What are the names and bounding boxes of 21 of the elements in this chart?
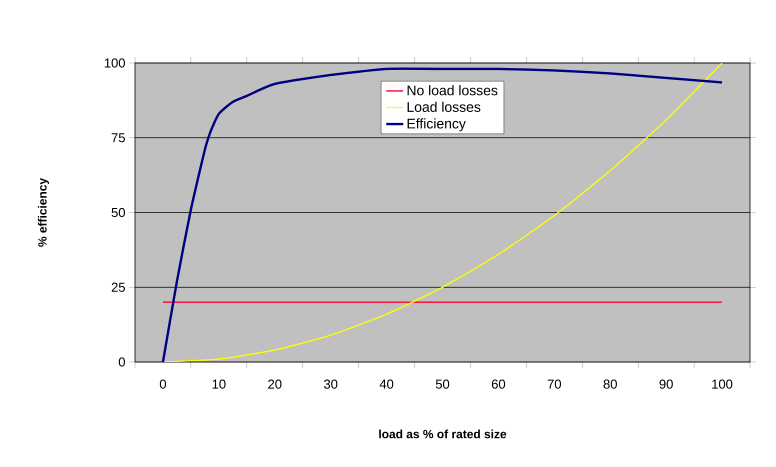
y-tick-label: 75 [112, 133, 125, 142]
x-axis-title: load as % of rated size [379, 430, 506, 438]
legend-label: Efficiency [408, 118, 466, 132]
x-tick-label: 30 [324, 380, 338, 389]
x-tick-label: 0 [160, 380, 166, 389]
y-tick-label: 25 [112, 282, 125, 292]
x-tick-label: 60 [492, 380, 506, 389]
x-tick-label: 90 [660, 380, 673, 389]
legend-label: Load losses [408, 102, 480, 112]
y-tick-label: 100 [104, 58, 125, 68]
y-tick-label: 50 [112, 208, 125, 218]
x-tick-label: 50 [436, 380, 450, 389]
x-tick-label: 100 [712, 380, 732, 389]
x-tick-label: 70 [548, 380, 562, 389]
y-tick-label: 0 [118, 357, 125, 367]
legend-label: No load losses [408, 85, 498, 96]
x-tick-label: 20 [268, 380, 282, 389]
x-tick-label: 40 [380, 380, 394, 389]
y-axis-title: % efficiency [38, 178, 50, 247]
x-tick-label: 80 [604, 380, 617, 389]
x-tick-label: 10 [212, 380, 226, 389]
